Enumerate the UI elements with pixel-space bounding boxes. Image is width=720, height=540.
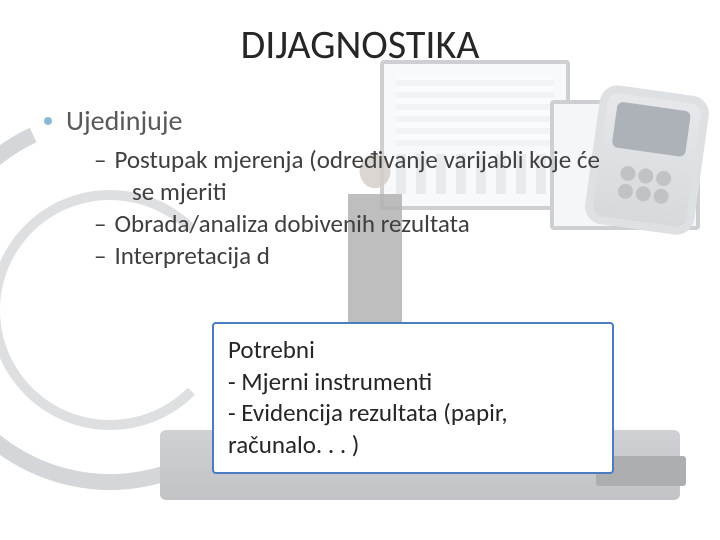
sub-text: Interpretacija d — [114, 240, 269, 272]
slide-title: DIJAGNOSTIKA — [0, 0, 720, 69]
sub-text: Postupak mjerenja (određivanje varijabli… — [114, 144, 599, 176]
callout-line: - Evidencija rezultata (papir, — [228, 397, 598, 429]
callout-line: - Mjerni instrumenti — [228, 366, 598, 398]
slide-body: Ujedinjuje – Postupak mjerenja (određiva… — [0, 69, 720, 272]
bullet-level1: Ujedinjuje — [44, 103, 680, 138]
slide: DIJAGNOSTIKA Ujedinjuje – Postupak mjere… — [0, 0, 720, 540]
sub-text-cont: se mjeriti — [94, 176, 680, 208]
sub-item: – Interpretacija d — [94, 240, 680, 272]
sub-text: Obrada/analiza dobivenih rezultata — [114, 208, 469, 240]
sub-item: – Postupak mjerenja (određivanje varijab… — [94, 144, 680, 176]
dash-icon: – — [94, 240, 106, 272]
sub-text-part: Postupak mjerenja — [114, 144, 309, 175]
sub-text-part: (određivanje varijabli koje će — [309, 144, 600, 175]
bullet-dot-icon — [44, 117, 52, 125]
callout-box: Potrebni - Mjerni instrumenti - Evidenci… — [212, 322, 614, 474]
slide-content: DIJAGNOSTIKA Ujedinjuje – Postupak mjere… — [0, 0, 720, 540]
dash-icon: – — [94, 208, 106, 240]
callout-line: računalo. . . ) — [228, 429, 598, 461]
sub-bullets: – Postupak mjerenja (određivanje varijab… — [94, 144, 680, 272]
dash-icon: – — [94, 144, 106, 176]
bullet-label: Ujedinjuje — [66, 103, 182, 138]
callout-line: Potrebni — [228, 334, 598, 366]
sub-item: – Obrada/analiza dobivenih rezultata — [94, 208, 680, 240]
